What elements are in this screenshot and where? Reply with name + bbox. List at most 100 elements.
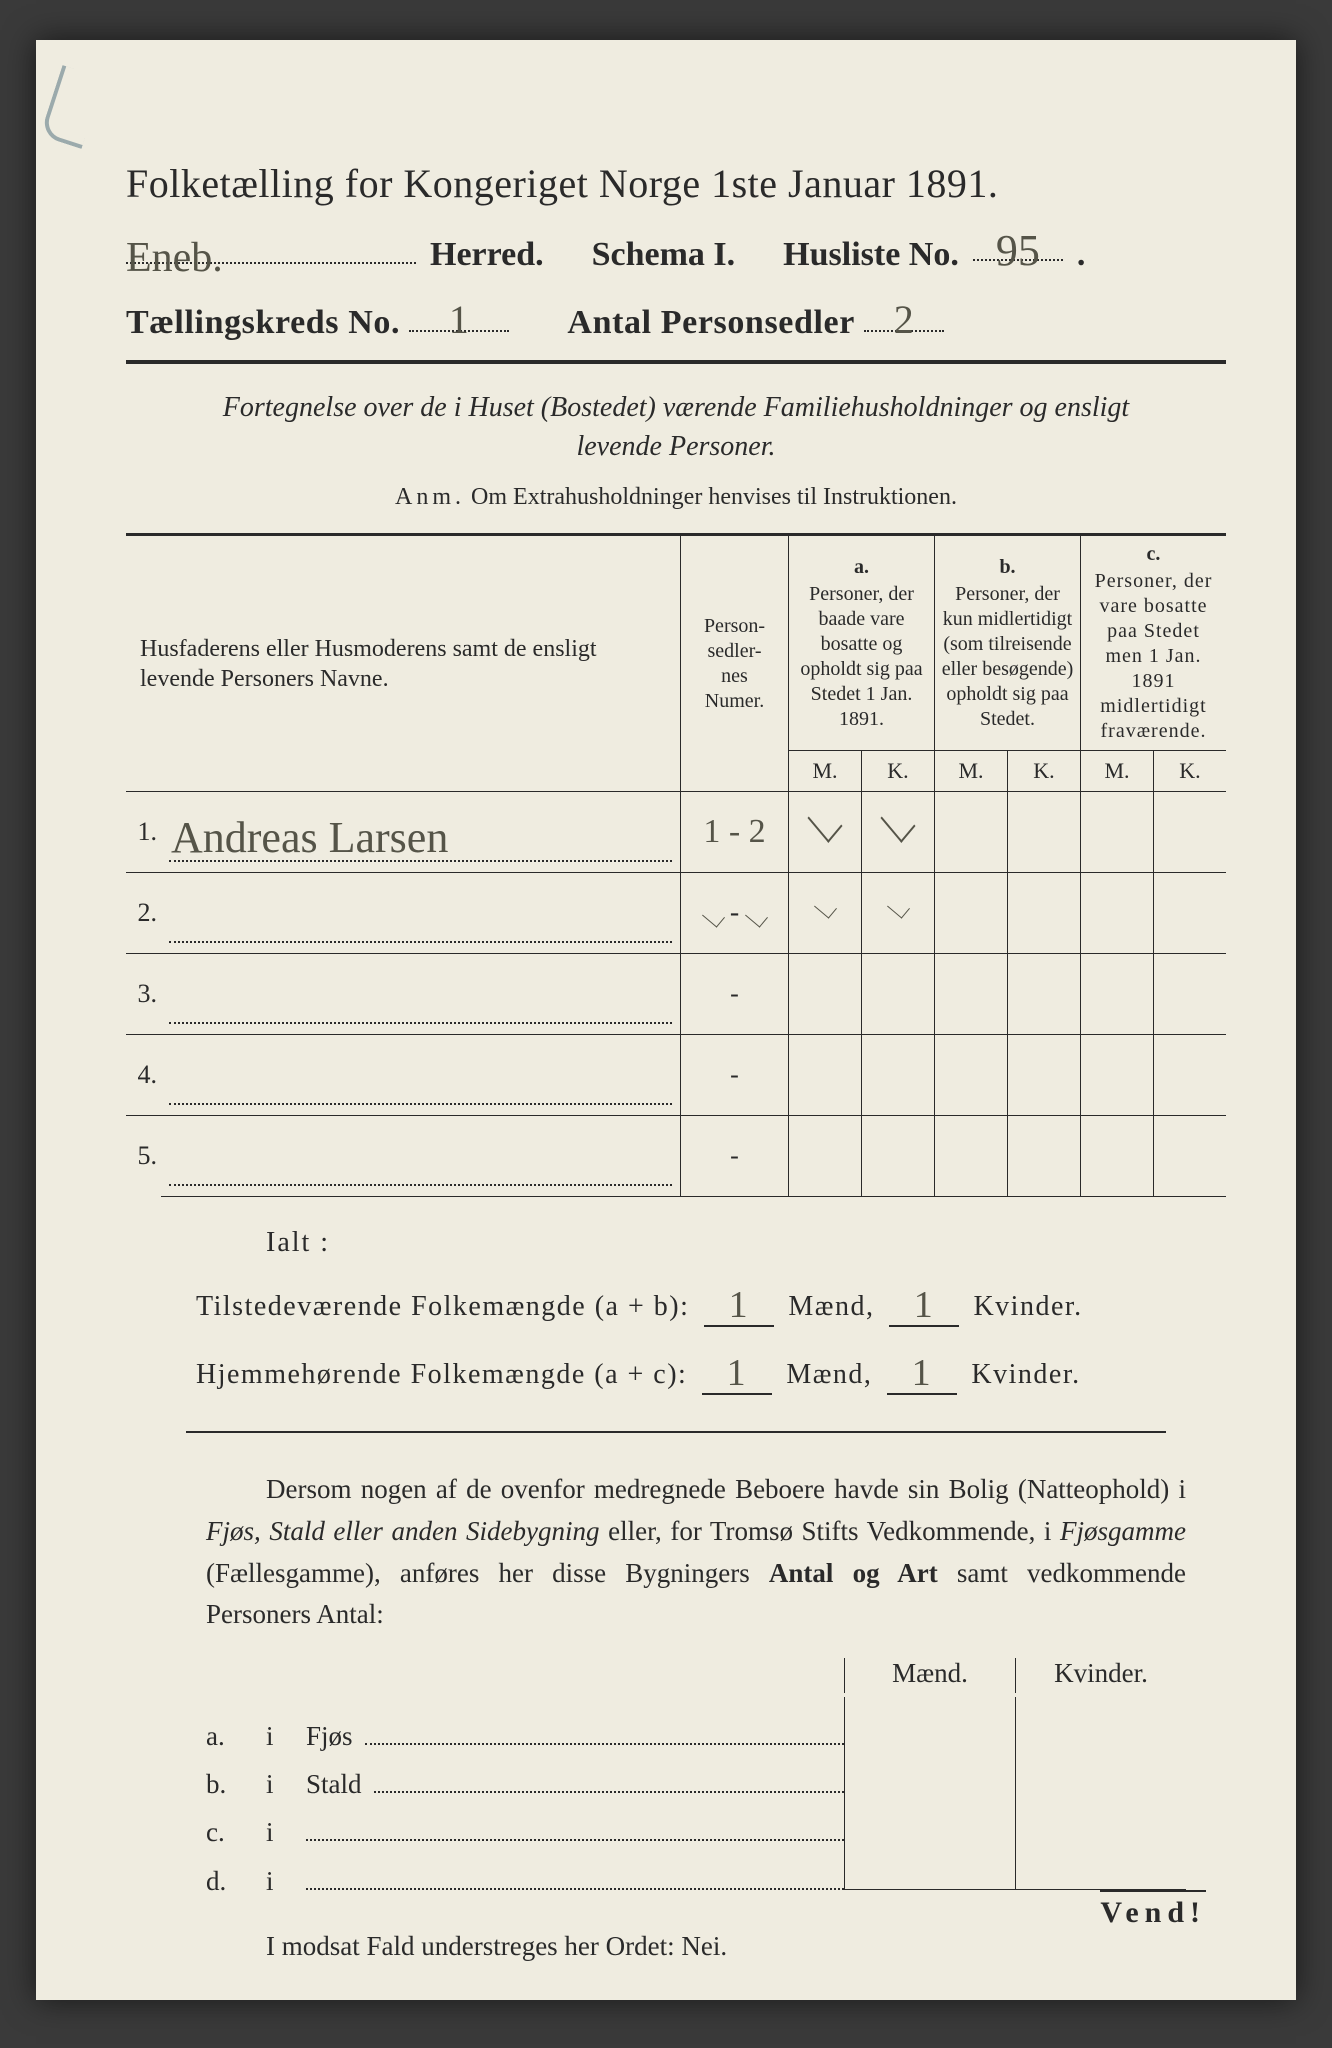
num-cell: 1 - 2 [681, 791, 789, 872]
dotted-line [365, 1725, 844, 1745]
cell-a-k [862, 791, 935, 872]
list-lab: b. [206, 1769, 266, 1800]
anm-text: Om Extrahusholdninger henvises til Instr… [471, 484, 957, 510]
list-lab: c. [206, 1817, 266, 1848]
main-table: Husfaderens eller Husmoderens samt de en… [126, 533, 1226, 1197]
header-row-herred: Eneb. Herred. Schema I. Husliste No. 95 … [126, 225, 1226, 274]
name-cell [161, 1115, 681, 1196]
list-lab: d. [206, 1866, 266, 1897]
bolig-paragraph: Dersom nogen af de ovenfor medregnede Be… [206, 1469, 1186, 1636]
schema-label: Schema I. [592, 236, 736, 274]
para-t1: Dersom nogen af de ovenfor medregnede Be… [266, 1474, 1186, 1504]
list-col-k [1015, 1841, 1186, 1890]
para-em1: Fjøs, Stald eller anden Sidebygning [206, 1516, 600, 1546]
name-cell: Andreas Larsen [161, 791, 681, 872]
sum1-k: 1 [914, 1284, 935, 1326]
divider-2 [186, 1431, 1166, 1433]
list-col-m [844, 1841, 1015, 1890]
col-b-text: Personer, der kun midlertidigt (som tilr… [942, 583, 1074, 730]
name-cell [161, 1034, 681, 1115]
kreds-value: 1 [449, 297, 470, 342]
th-b-m: M. [935, 751, 1008, 792]
list-i: i [266, 1866, 306, 1897]
divider-1 [126, 360, 1226, 364]
maend-label: Mænd, [788, 1291, 874, 1322]
col-a-label: a. [795, 555, 928, 580]
table-row: 4. - [126, 1034, 1226, 1115]
kreds-field: 1 [409, 296, 509, 332]
person-name: Andreas Larsen [171, 813, 448, 862]
cell-b-k [1008, 791, 1081, 872]
list-lab: a. [206, 1721, 266, 1752]
num-cell: - [681, 1034, 789, 1115]
dotted-line [306, 1821, 844, 1841]
col-b-label: b. [941, 555, 1074, 580]
list-item: a. i Fjøs [206, 1697, 1186, 1745]
dot: . [1077, 236, 1086, 274]
num-cell: - [681, 953, 789, 1034]
list-col-k [1015, 1793, 1186, 1841]
th-number: Person- sedler- nes Numer. [681, 535, 789, 792]
list-item: d. i [206, 1841, 1186, 1889]
th-col-a: a. Personer, der baade vare bosatte og o… [789, 535, 935, 751]
maend-label: Mænd, [786, 1359, 872, 1390]
sum2-label: Hjemmehørende Folkemængde (a + c): [196, 1359, 687, 1390]
sum2-m: 1 [727, 1352, 748, 1394]
antal-value: 2 [894, 297, 915, 342]
title-post: for Kongeriget Norge 1ste Januar 1891. [334, 161, 998, 206]
antal-field: 2 [864, 296, 944, 332]
small-tick-icon [750, 907, 763, 936]
sum-line-2: Hjemmehørende Folkemængde (a + c): 1 Mæn… [196, 1349, 1226, 1395]
sum1-k-field: 1 [889, 1281, 959, 1327]
building-list: a. i Fjøs b. i Stald c. i d. i [206, 1697, 1186, 1889]
cell-a-m [789, 872, 862, 953]
tick-icon [814, 821, 836, 850]
title-pre: Folketæl [126, 161, 270, 206]
husliste-value: 95 [996, 226, 1040, 275]
row-number: 1. [126, 791, 161, 872]
list-col-m [844, 1745, 1015, 1793]
anm-label: Anm. [395, 484, 465, 510]
row-number: 5. [126, 1115, 161, 1196]
th-b-k: K. [1008, 751, 1081, 792]
intro-text: Fortegnelse over de i Huset (Bostedet) v… [126, 388, 1226, 466]
th-a-m: M. [789, 751, 862, 792]
sum-line-1: Tilstedeværende Folkemængde (a + b): 1 M… [196, 1281, 1226, 1327]
antal-label: Antal Personsedler [567, 304, 854, 341]
table-body: 1. Andreas Larsen 1 - 2 2. [126, 791, 1226, 1196]
para-b1: Antal og Art [769, 1558, 938, 1588]
cell-a-k [862, 872, 935, 953]
anm-line: Anm. Om Extrahusholdninger henvises til … [126, 484, 1226, 511]
nei-line: I modsat Fald understreges her Ordet: Ne… [266, 1931, 1226, 1962]
cell-b-m [935, 791, 1008, 872]
intro-line1: Fortegnelse over de i Huset (Bostedet) v… [223, 392, 1129, 423]
cell-a-m [789, 791, 862, 872]
list-i: i [266, 1817, 306, 1848]
list-i: i [266, 1721, 306, 1752]
th-c-m: M. [1081, 751, 1154, 792]
th-names: Husfaderens eller Husmoderens samt de en… [126, 535, 681, 792]
table-row: 1. Andreas Larsen 1 - 2 [126, 791, 1226, 872]
form-title: Folketælling for Kongeriget Norge 1ste J… [126, 160, 1226, 207]
sum1-m-field: 1 [704, 1281, 774, 1327]
list-col-k [1015, 1745, 1186, 1793]
th-c-k: K. [1154, 751, 1227, 792]
row-number: 2. [126, 872, 161, 953]
th-col-c: c. Personer, der vare bosatte paa Stedet… [1081, 535, 1227, 751]
col-c-label: c. [1087, 542, 1220, 567]
list-i: i [266, 1769, 306, 1800]
dash: - [730, 897, 739, 928]
list-col-m [844, 1793, 1015, 1841]
name-cell [161, 953, 681, 1034]
sum1-m: 1 [729, 1284, 750, 1326]
list-item: b. i Stald [206, 1745, 1186, 1793]
list-word: Stald [306, 1769, 374, 1800]
sum2-k-field: 1 [887, 1349, 957, 1395]
num-cell: - [681, 872, 789, 953]
list-item: c. i [206, 1793, 1186, 1841]
herred-label: Herred. [430, 236, 544, 274]
small-tick-icon [892, 898, 905, 927]
dotted-line [374, 1773, 844, 1793]
herred-field: Eneb. [126, 228, 416, 264]
kvinder-label: Kvinder. [971, 1359, 1080, 1390]
